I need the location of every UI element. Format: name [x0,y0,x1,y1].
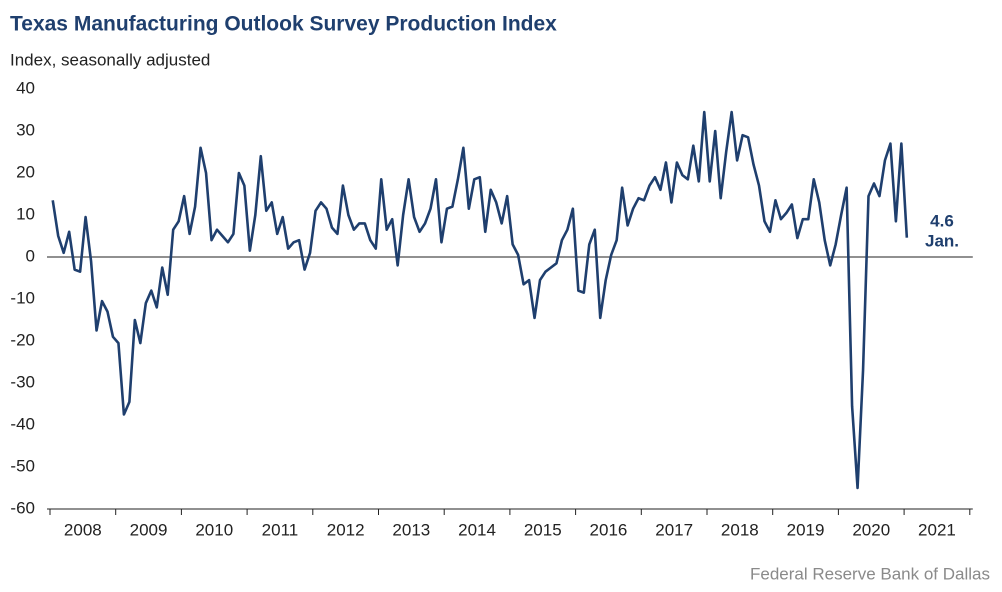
x-tick-label: 2012 [327,520,365,539]
y-tick-label: -30 [10,372,35,391]
x-tick-label: 2009 [130,520,168,539]
y-tick-label: 0 [26,246,35,265]
chart-subtitle: Index, seasonally adjusted [10,50,210,69]
x-tick-label: 2008 [64,520,102,539]
y-tick-label: 30 [16,120,35,139]
x-tick-label: 2020 [852,520,890,539]
y-tick-label: 40 [16,78,35,97]
x-tick-label: 2015 [524,520,562,539]
x-tick-label: 2010 [195,520,233,539]
x-tick-label: 2019 [787,520,825,539]
x-tick-label: 2013 [392,520,430,539]
x-tick-label: 2017 [655,520,693,539]
y-tick-label: 20 [16,162,35,181]
value-label: 4.6 [930,211,954,230]
x-tick-label: 2021 [918,520,956,539]
source: Federal Reserve Bank of Dallas [750,564,990,583]
chart-title: Texas Manufacturing Outlook Survey Produ… [10,13,557,36]
data-line [51,110,909,490]
y-tick-label: -60 [10,498,35,517]
y-tick-label: -10 [10,288,35,307]
x-tick-label: 2014 [458,520,496,539]
y-tick-label: -40 [10,414,35,433]
annotation: Jan. [925,231,959,250]
y-tick-label: -50 [10,456,35,475]
x-tick-label: 2016 [590,520,628,539]
y-tick-label: -20 [10,330,35,349]
x-tick-label: 2011 [262,520,299,539]
x-tick-label: 2018 [721,520,759,539]
y-tick-label: 10 [16,204,35,223]
